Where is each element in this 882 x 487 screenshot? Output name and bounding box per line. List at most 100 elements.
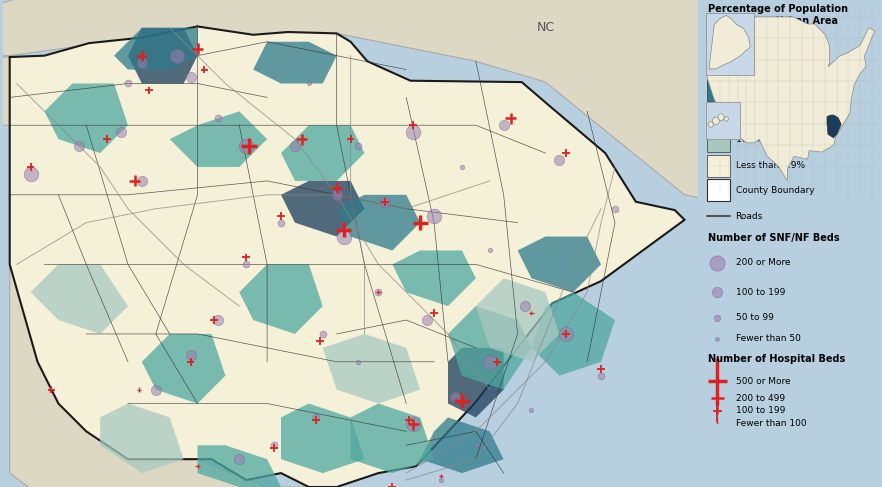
- Text: 200 or More: 200 or More: [736, 258, 790, 267]
- Point: [183, 351, 198, 359]
- Text: 100 to 199: 100 to 199: [736, 407, 785, 415]
- Point: [710, 259, 724, 266]
- Polygon shape: [350, 404, 434, 473]
- Point: [274, 219, 288, 226]
- Text: 10.0% to 39.9%: 10.0% to 39.9%: [736, 135, 808, 144]
- Point: [24, 170, 38, 178]
- Polygon shape: [706, 17, 875, 181]
- Bar: [706, 104, 730, 126]
- Point: [302, 79, 316, 87]
- Point: [183, 73, 198, 80]
- Point: [710, 335, 724, 343]
- Point: [406, 128, 420, 136]
- Text: Number of SNF/NF Beds: Number of SNF/NF Beds: [708, 233, 840, 243]
- Point: [337, 233, 351, 241]
- Text: County Boundary: County Boundary: [736, 186, 814, 195]
- Polygon shape: [709, 15, 751, 69]
- Polygon shape: [169, 112, 267, 167]
- Text: Less than 9.9%: Less than 9.9%: [736, 161, 804, 170]
- Point: [448, 393, 462, 400]
- Point: [72, 142, 86, 150]
- Point: [239, 261, 253, 268]
- Point: [455, 163, 469, 171]
- Point: [288, 142, 302, 150]
- Text: 90.0% or More: 90.0% or More: [736, 59, 802, 68]
- Point: [427, 212, 441, 220]
- Point: [497, 121, 511, 129]
- Bar: [706, 130, 730, 151]
- Bar: [706, 155, 730, 177]
- Point: [559, 330, 573, 338]
- Point: [468, 441, 482, 449]
- Text: NC: NC: [536, 21, 555, 34]
- Polygon shape: [392, 250, 475, 306]
- Bar: [706, 79, 730, 101]
- Point: [378, 198, 392, 206]
- Polygon shape: [281, 125, 364, 181]
- Bar: [706, 102, 740, 139]
- Bar: [706, 14, 754, 75]
- Polygon shape: [337, 195, 420, 250]
- Point: [406, 420, 420, 428]
- Point: [350, 358, 364, 366]
- Point: [239, 142, 253, 150]
- Text: 70.0% to 89.9%: 70.0% to 89.9%: [736, 84, 808, 94]
- Text: 40.0% to 69.9%: 40.0% to 69.9%: [736, 110, 808, 119]
- Polygon shape: [475, 278, 559, 362]
- Text: 500 or More: 500 or More: [736, 377, 790, 386]
- Point: [594, 372, 608, 379]
- Polygon shape: [239, 264, 323, 334]
- Point: [232, 455, 246, 463]
- Text: 100 to 199: 100 to 199: [736, 288, 785, 297]
- Polygon shape: [101, 404, 183, 473]
- Point: [710, 288, 724, 296]
- Point: [309, 413, 323, 421]
- Point: [267, 441, 281, 449]
- Text: 50 to 99: 50 to 99: [736, 313, 774, 322]
- Polygon shape: [142, 334, 226, 404]
- Bar: [706, 54, 730, 75]
- Point: [525, 407, 539, 414]
- Point: [212, 114, 226, 122]
- Polygon shape: [0, 56, 364, 487]
- Point: [482, 358, 497, 366]
- Polygon shape: [114, 28, 198, 70]
- Point: [710, 314, 724, 321]
- Polygon shape: [281, 404, 364, 473]
- Polygon shape: [518, 237, 601, 292]
- Point: [420, 316, 434, 324]
- Point: [350, 142, 364, 150]
- Text: Fewer than 50: Fewer than 50: [736, 335, 801, 343]
- Point: [114, 128, 128, 136]
- Circle shape: [713, 117, 720, 125]
- Point: [371, 288, 385, 296]
- Circle shape: [724, 117, 729, 121]
- Polygon shape: [0, 0, 882, 209]
- Point: [434, 476, 448, 484]
- Point: [135, 59, 149, 67]
- Polygon shape: [10, 26, 684, 487]
- Circle shape: [708, 122, 714, 127]
- Point: [608, 205, 622, 213]
- Polygon shape: [44, 83, 128, 153]
- Point: [212, 316, 226, 324]
- Polygon shape: [827, 115, 841, 138]
- Point: [121, 79, 135, 87]
- Polygon shape: [532, 292, 615, 375]
- Polygon shape: [448, 306, 532, 390]
- Polygon shape: [281, 181, 364, 237]
- Point: [316, 330, 330, 338]
- Point: [552, 156, 566, 164]
- Polygon shape: [253, 42, 337, 83]
- Polygon shape: [31, 264, 128, 334]
- Text: Roads: Roads: [736, 211, 763, 221]
- Point: [518, 302, 532, 310]
- Text: Number of Hospital Beds: Number of Hospital Beds: [708, 354, 846, 364]
- Point: [482, 246, 497, 254]
- Polygon shape: [323, 334, 420, 404]
- Polygon shape: [198, 445, 281, 487]
- Circle shape: [718, 114, 724, 120]
- Bar: [706, 179, 730, 201]
- Text: Percentage of Population
Living in an Urban Area: Percentage of Population Living in an Ur…: [708, 4, 848, 26]
- Text: Fewer than 100: Fewer than 100: [736, 419, 806, 428]
